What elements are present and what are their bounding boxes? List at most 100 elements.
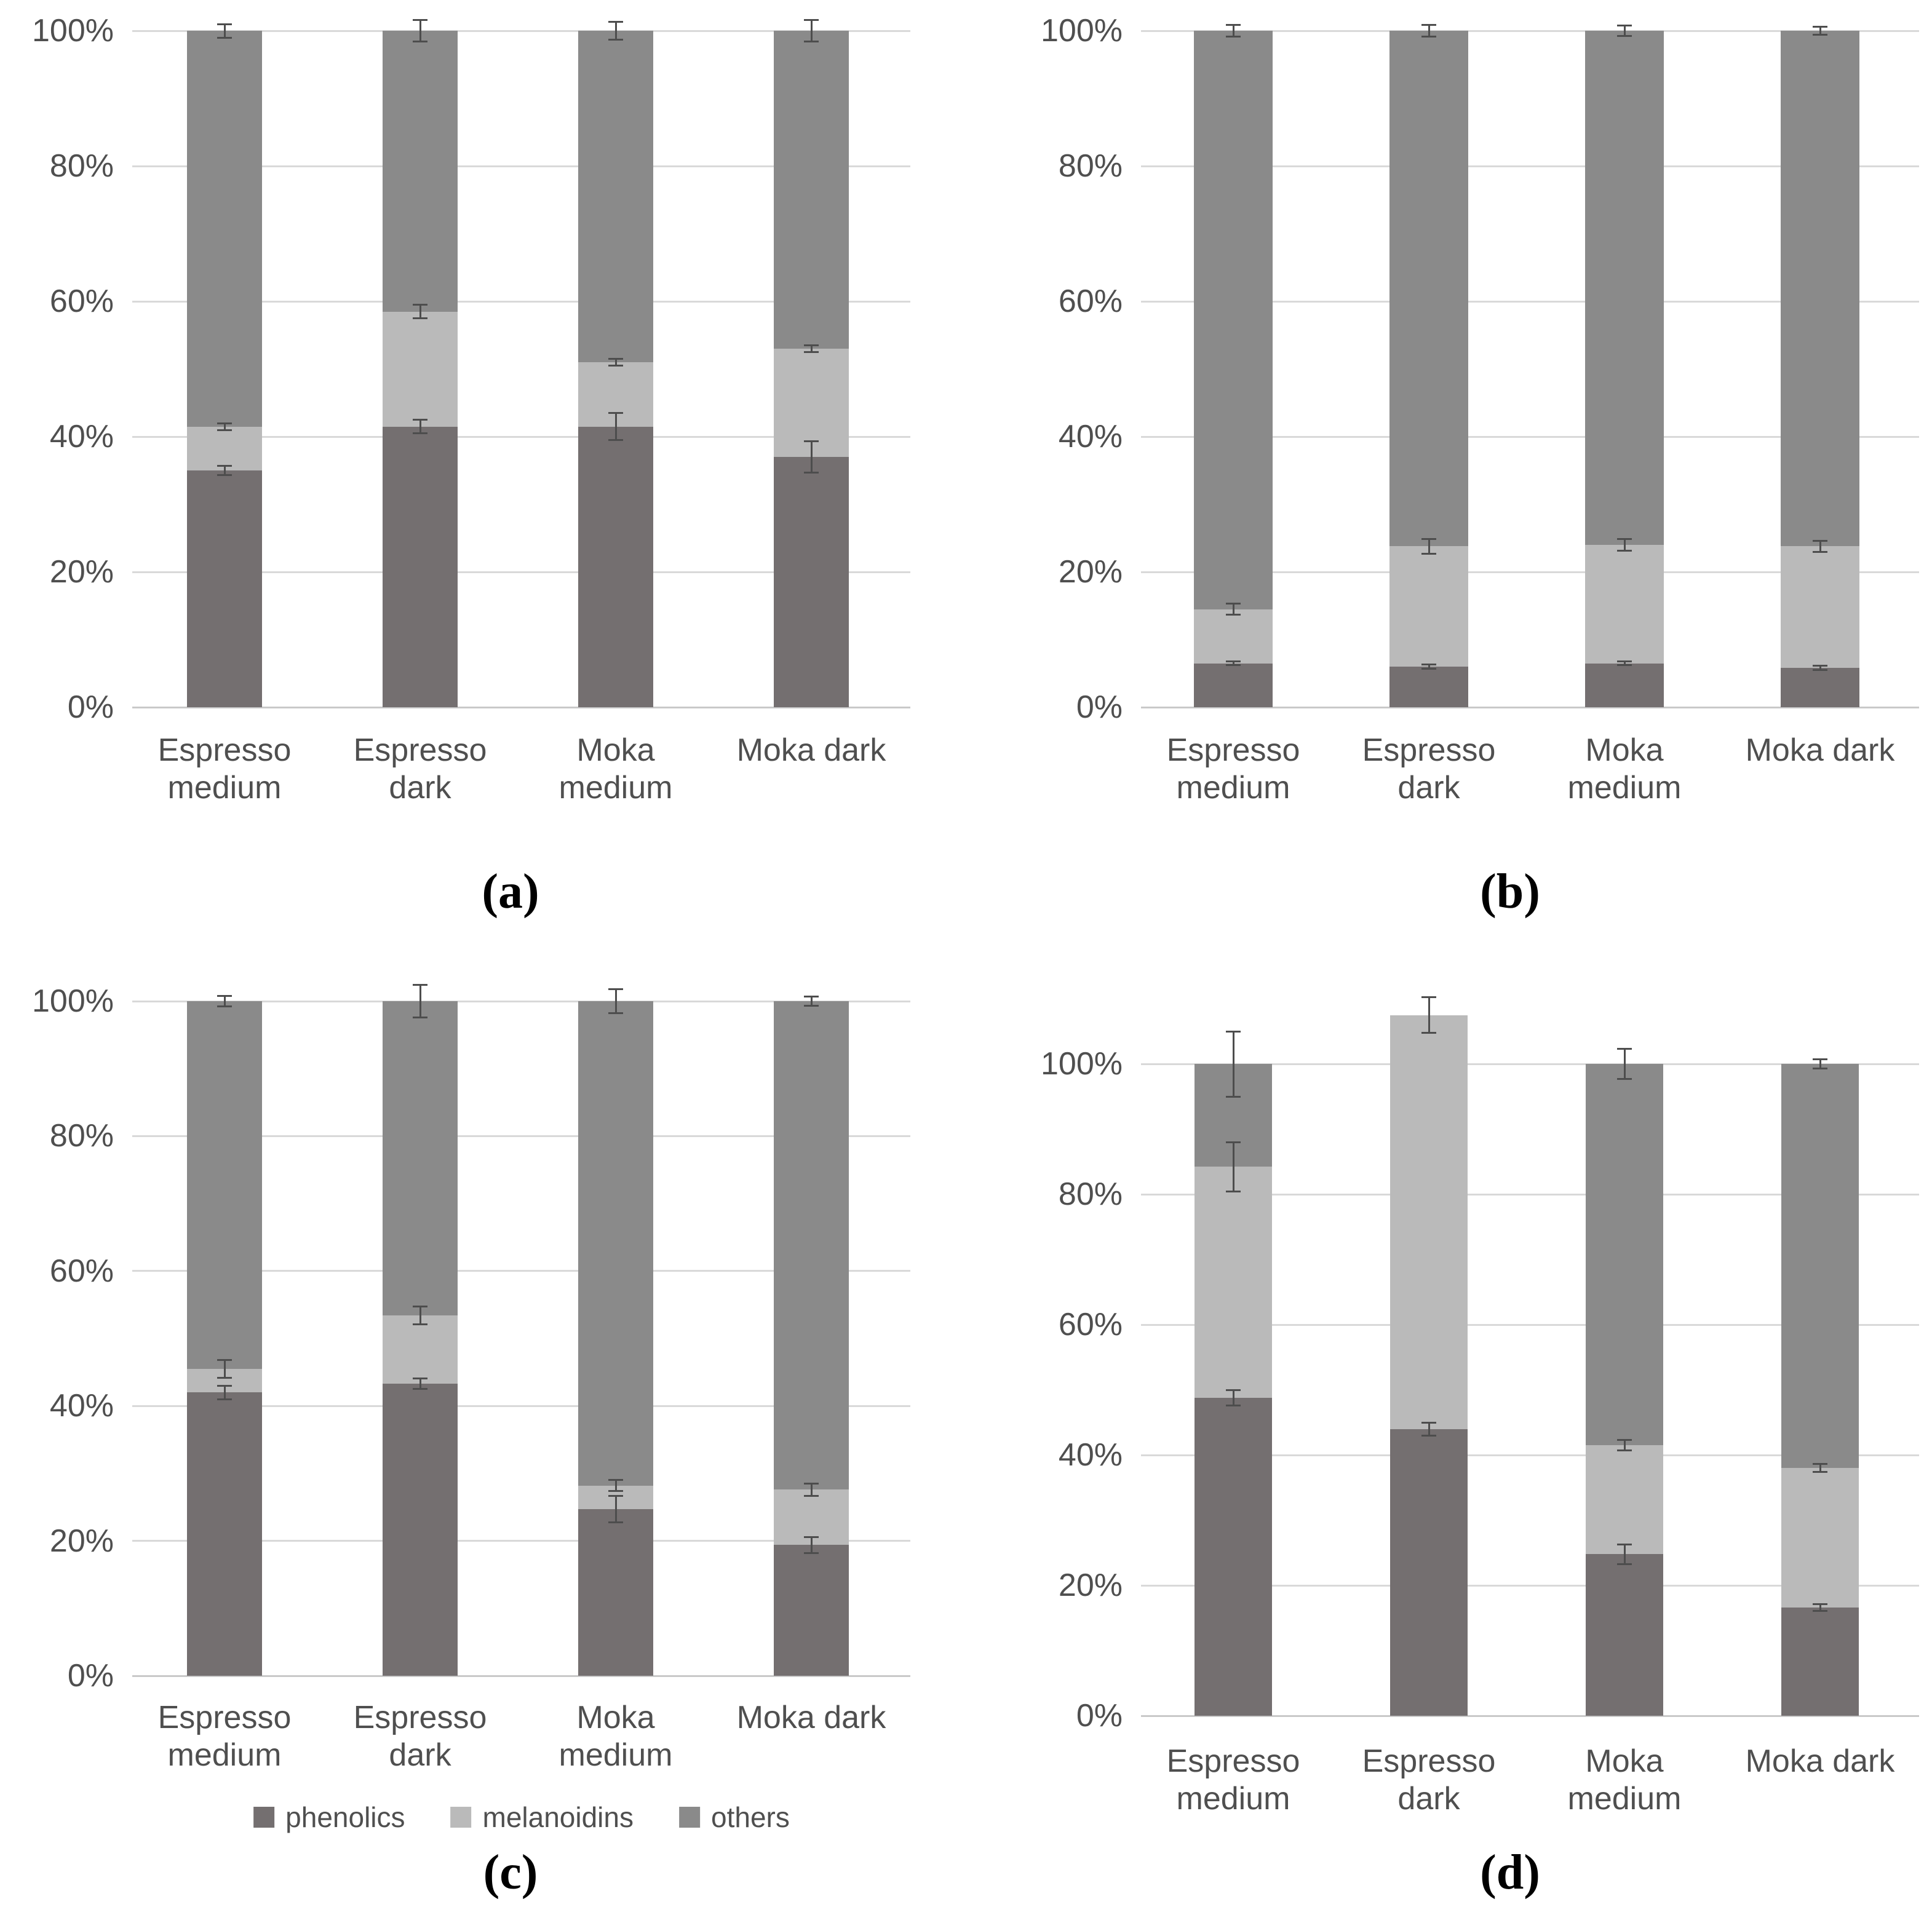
error-bar [810, 996, 813, 1006]
error-bar-cap [608, 1479, 623, 1481]
y-tick-label: 40% [49, 1388, 114, 1424]
error-bar-cap [217, 1359, 232, 1362]
gridline-d-20 [1141, 1584, 1919, 1587]
error-bar [1428, 997, 1430, 1033]
bar-segment-melanoidins [1389, 546, 1468, 667]
legend-label: melanoidins [482, 1801, 634, 1833]
error-bar [1623, 539, 1626, 551]
error-bar [1819, 665, 1821, 670]
error-bar-cap [608, 38, 623, 41]
error-bar [1819, 1059, 1821, 1069]
error-bar-cap [1421, 23, 1436, 26]
x-category-label: Espresso medium [1166, 1743, 1300, 1817]
error-bar-cap [1421, 552, 1436, 555]
error-bar-cap [608, 1494, 623, 1497]
error-bar [1232, 25, 1234, 37]
y-tick-label: 0% [67, 1658, 114, 1694]
error-bar-cap [804, 351, 819, 353]
error-bar [419, 1306, 421, 1325]
y-tick-label: 80% [49, 148, 114, 184]
y-tick-label: 100% [1041, 13, 1123, 49]
error-bar-cap [1813, 1471, 1827, 1473]
gridline-b-0 [1141, 706, 1919, 708]
error-bar-cap [1226, 613, 1241, 616]
error-bar [1232, 1390, 1234, 1406]
error-bar-cap [1617, 1563, 1632, 1565]
error-bar-cap [413, 18, 427, 21]
error-bar [1232, 1031, 1234, 1096]
error-bar-cap [413, 432, 427, 434]
y-tick-label: 0% [67, 689, 114, 725]
error-bar-cap [1813, 1463, 1827, 1465]
error-bar-cap [1421, 1421, 1436, 1424]
legend-swatch-melanoidins [450, 1807, 472, 1828]
error-bar [614, 359, 617, 366]
error-bar [1819, 26, 1821, 35]
error-bar [614, 989, 617, 1013]
bar-segment-melanoidins [1781, 1468, 1859, 1608]
panel-caption-a: (a) [482, 865, 539, 919]
error-bar-cap [1421, 36, 1436, 38]
error-bar [1232, 603, 1234, 615]
error-bar [810, 1537, 813, 1553]
bar-segment-melanoidins [187, 426, 262, 470]
y-tick-label: 100% [1041, 1046, 1123, 1082]
error-bar-cap [1226, 1191, 1241, 1193]
error-bar-cap [217, 1398, 232, 1400]
error-bar-cap [413, 1016, 427, 1018]
error-bar-cap [804, 995, 819, 997]
y-tick-label: 100% [32, 983, 114, 1019]
y-tick-label: 80% [49, 1118, 114, 1154]
error-bar-cap [1813, 539, 1827, 542]
error-bar-cap [413, 1377, 427, 1379]
x-category-label: Espresso dark [353, 1700, 487, 1774]
error-bar-cap [1421, 667, 1436, 670]
x-category-label: Moka medium [1567, 1743, 1682, 1817]
error-bar-cap [608, 358, 623, 360]
error-bar-cap [413, 1388, 427, 1390]
error-bar [810, 441, 813, 473]
x-category-label: Espresso medium [157, 1700, 292, 1774]
error-bar [419, 304, 421, 319]
error-bar-cap [804, 471, 819, 474]
bar-segment-others [774, 1001, 849, 1490]
bar-segment-melanoidins [383, 311, 458, 427]
error-bar-cap [608, 1012, 623, 1015]
error-bar-cap [1813, 550, 1827, 553]
error-bar [1819, 541, 1821, 552]
error-bar [223, 24, 226, 38]
error-bar [1623, 25, 1626, 36]
error-bar-cap [804, 1552, 819, 1554]
error-bar [1623, 1440, 1626, 1451]
error-bar-cap [608, 365, 623, 367]
error-bar-cap [804, 1536, 819, 1538]
error-bar [1623, 661, 1626, 665]
error-bar-cap [413, 317, 427, 319]
y-tick-label: 40% [49, 419, 114, 454]
bar-segment-phenolics [383, 1383, 458, 1676]
bar-segment-phenolics [1586, 1554, 1663, 1716]
error-bar [1428, 664, 1430, 669]
error-bar-cap [1617, 1543, 1632, 1545]
y-tick-label: 40% [1058, 419, 1123, 454]
y-tick-label: 100% [32, 13, 114, 49]
y-tick-label: 60% [49, 1253, 114, 1289]
bar-segment-phenolics [383, 426, 458, 707]
error-bar [1428, 25, 1430, 37]
error-bar-cap [413, 304, 427, 306]
bar-segment-others [1781, 1064, 1859, 1469]
x-category-label: Espresso medium [157, 732, 292, 806]
x-category-label: Moka medium [1567, 732, 1682, 806]
chart-legend: phenolics melanoidins others [253, 1801, 790, 1834]
bar-segment-phenolics [1781, 668, 1859, 707]
error-bar-cap [413, 984, 427, 986]
error-bar-cap [413, 1323, 427, 1325]
error-bar-cap [1617, 1048, 1632, 1050]
y-tick-label: 0% [1076, 1698, 1123, 1734]
gridline-b-80 [1141, 165, 1919, 167]
error-bar-cap [804, 1494, 819, 1497]
error-bar-cap [217, 1384, 232, 1387]
bar-segment-phenolics [774, 1545, 849, 1676]
error-bar [1819, 1604, 1821, 1611]
